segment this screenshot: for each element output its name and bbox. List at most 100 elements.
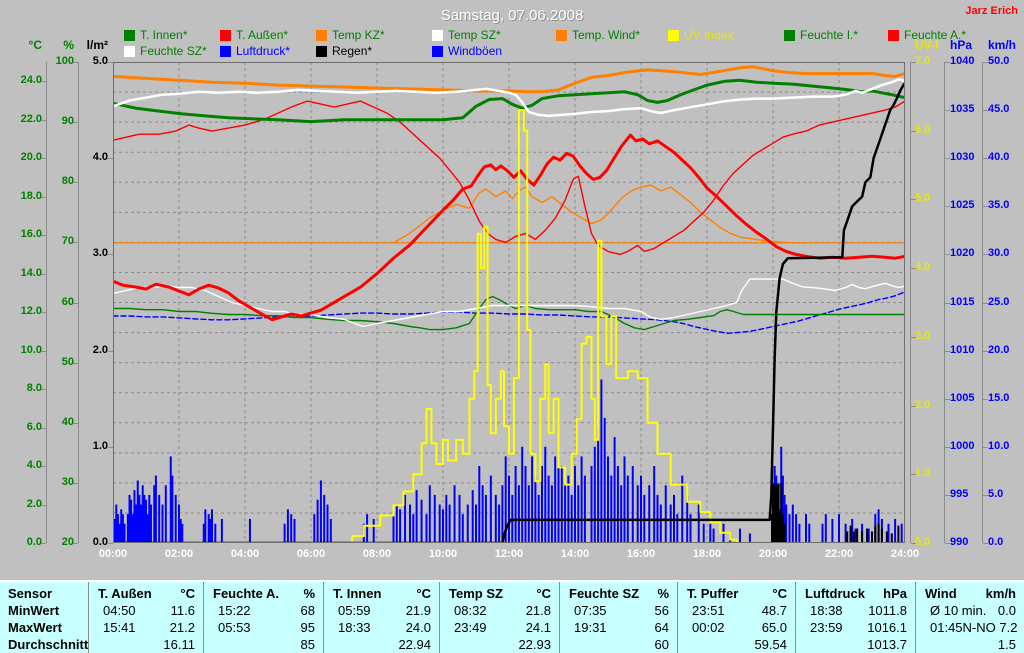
legend-item-feuchte-i[interactable]: Feuchte I.* [784,28,858,42]
max-time: 19:31 [574,620,607,635]
axis-tick-kmh: 15.0 [988,391,1010,404]
table-row: Wind km/h [916,585,1024,602]
legend-item-t-innen[interactable]: T. Innen* [124,28,187,42]
legend-item-feuchte-a[interactable]: Feuchte A.* [888,28,967,42]
series-feuchte-a [112,100,906,256]
series-feuchte-i [112,295,906,331]
legend-item-temp-wind[interactable]: Temp. Wind* [556,28,640,42]
axis-tickmark-lm2 [108,350,113,352]
axis-tick-kmh: 0.0 [988,536,1004,548]
x-axis-label: 10:00 [428,548,458,560]
axis-tick-uv: 2.0 [915,398,931,411]
avg-spacer [916,636,930,653]
col-unit: °C [536,586,551,601]
axis-tickmark-lm2 [108,254,113,256]
table-row: 18:38 1011.8 [796,602,915,619]
avg-value: 85 [300,637,315,652]
col-unit: km/h [985,586,1016,601]
avg-spacer [560,636,574,653]
axis-tick-pct: 20 [61,536,74,548]
series-temp-wind [392,184,807,244]
axis-tickmark-pct [73,422,78,424]
axis-tick-uv: 3.0 [915,329,931,342]
col-name: Feuchte SZ [569,586,640,601]
legend-label: Feuchte A.* [904,28,967,42]
legend-item-temp-sz[interactable]: Temp SZ* [432,28,501,42]
axis-tick-hpa: 995 [950,487,969,500]
max-value: 24.0 [405,620,431,635]
axis-tickmark-uv [911,405,916,407]
max-time: 01:45 [930,620,963,635]
axis-tickmark-c [41,389,46,391]
axis-tick-hpa: 1005 [950,391,975,404]
table-row: Ø 10 min. 0.0 [916,602,1024,619]
axis-tickmark-kmh [983,206,988,208]
table-row: 05:53 95 [204,619,323,636]
page-title: Samstag, 07.06.2008 [440,7,584,24]
min-value: 21.8 [525,603,551,618]
luftdruck-swatch-icon [220,45,231,57]
avg-value: 1013.7 [867,637,907,652]
legend-item-regen[interactable]: Regen* [316,44,372,58]
chart-plot-area[interactable] [111,62,907,545]
axis-tickmark-hpa [945,350,950,352]
axis-tick-kmh: 50.0 [988,55,1010,67]
axis-tick-c: 4.0 [26,459,42,472]
table-row: 00:02 65.0 [678,619,795,636]
axis-tick-pct: 30 [61,475,74,488]
min-value: 1011.8 [868,603,907,618]
axis-tickmark-c [41,158,46,160]
col-name: Temp SZ [449,586,503,601]
axis-tick-uv: 5.0 [915,192,931,205]
table-col-temp-sz: Temp SZ °C 08:32 21.8 23:49 24.1 22.93 [439,582,559,653]
axis-tickmark-c [41,350,46,352]
avg-spacer [324,636,338,653]
temp-kz-swatch-icon [316,29,327,41]
legend-item-windb-en[interactable]: Windböen [432,44,502,58]
row-label-durchschnitt: Durchschnitt [8,637,89,652]
legend-item-uv-index[interactable]: UV Index [668,28,733,42]
legend-item-luftdruck[interactable]: Luftdruck* [220,44,290,58]
col-name: T. Innen [333,586,382,601]
axis-tick-kmh: 20.0 [988,343,1010,356]
max-value: 65.0 [761,620,787,635]
col-unit: °C [416,586,431,601]
max-value: 1016.1 [867,620,907,635]
legend-item-temp-kz[interactable]: Temp KZ* [316,28,385,42]
plot-border [113,62,905,543]
table-row: T. Puffer °C [678,585,795,602]
axis-tick-kmh: 40.0 [988,151,1010,164]
axis-tick-c: 16.0 [20,228,42,241]
axis-tickmark-kmh [983,494,988,496]
avg-spacer [204,636,218,653]
sensor-stats-table: Sensor MinWert MaxWert Durchschnitt T. Außen… [0,580,1024,653]
col-unit: % [657,586,669,601]
x-axis-label: 04:00 [230,548,260,560]
x-axis-label: 18:00 [692,548,722,560]
axis-tickmark-pct [73,122,78,124]
axis-tickmark-c [41,312,46,314]
axis-tickmark-hpa [945,206,950,208]
col-name: T. Puffer [687,586,739,601]
table-row: 16.11 [89,636,203,653]
table-row: 59.54 [678,636,795,653]
axis-tickmark-pct [73,62,78,63]
legend-item-feuchte-sz[interactable]: Feuchte SZ* [124,44,207,58]
axis-tickmark-hpa [945,254,950,256]
uv-index-swatch-icon [668,29,679,41]
axis-tick-hpa: 1025 [950,199,975,212]
axis-tickmark-lm2 [108,543,113,544]
axis-tickmark-hpa [945,494,950,496]
min-value: 48.7 [761,603,787,618]
avg-spacer [796,636,810,653]
axis-tick-hpa: 1010 [950,343,975,356]
axis-tickmark-pct [73,362,78,364]
table-row: 1.5 [916,636,1024,653]
axis-tickmark-kmh [983,398,988,400]
series-temp-sz [111,78,907,118]
min-time: 07:35 [574,603,607,618]
legend-item-t-au-en[interactable]: T. Außen* [220,28,288,42]
table-row: 22.93 [440,636,559,653]
x-axis-label: 16:00 [626,548,656,560]
